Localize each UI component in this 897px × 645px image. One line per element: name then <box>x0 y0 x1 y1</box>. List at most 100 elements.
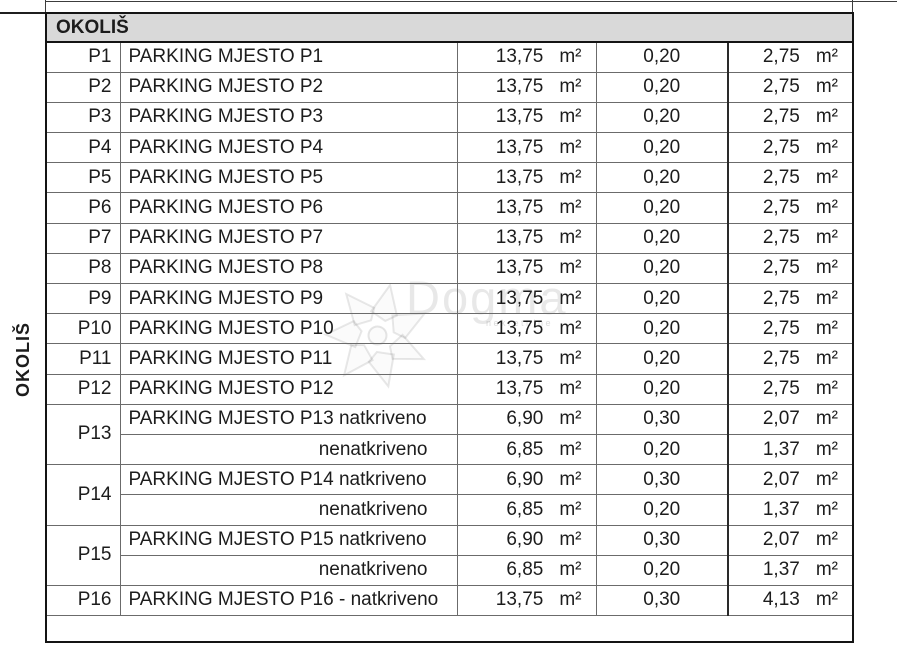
area-cell-content: 6,90 m² <box>459 469 595 491</box>
result-cell-content: 2,75 m² <box>730 76 851 98</box>
table-row: P5 PARKING MJESTO P5 13,75 m² 0,20 2,75 m² <box>45 162 854 194</box>
result-cell: 2,75 m² <box>727 41 854 73</box>
result-unit: m² <box>815 589 838 611</box>
area-cell: 6,90 m² <box>456 524 597 556</box>
table-row: P1 PARKING MJESTO P1 13,75 m² 0,20 2,75 m² <box>45 41 854 73</box>
result-value: 2,75 <box>762 227 800 249</box>
result-unit: m² <box>815 136 838 158</box>
label-cell: PARKING MJESTO P8 <box>119 252 458 285</box>
result-value: 2,07 <box>762 468 800 490</box>
result-cell-content: 1,37 m² <box>730 439 851 461</box>
code-cell: P10 <box>45 313 121 345</box>
result-unit: m² <box>815 257 838 279</box>
result-cell-content: 2,75 m² <box>730 137 851 159</box>
table-body: OKOLIŠ P1 PARKING MJESTO P1 13,75 m² 0,20 2,7… <box>45 12 854 642</box>
spec-table: OKOLIŠ P1 PARKING MJESTO P1 13,75 m² 0,20 2,7… <box>45 12 854 643</box>
result-unit: m² <box>815 197 838 219</box>
code-cell: P14 <box>45 464 121 526</box>
table-row: P10 PARKING MJESTO P10 13,75 m² 0,20 2,75 m² <box>45 313 854 345</box>
area-cell-content: 13,75 m² <box>459 318 595 340</box>
code-cell: P9 <box>45 282 121 315</box>
code-cell: P12 <box>45 373 121 405</box>
coefficient-cell: 0,20 <box>595 222 729 254</box>
label-cell: PARKING MJESTO P6 <box>119 192 458 224</box>
coefficient-cell: 0,30 <box>595 584 729 617</box>
coefficient-cell: 0,20 <box>595 101 729 134</box>
table-row: nenatkriveno 6,85 m² 0,20 1,37 m² <box>46 554 854 586</box>
label-cell: PARKING MJESTO P14 natkriveno <box>119 464 458 496</box>
result-unit: m² <box>815 408 838 430</box>
area-cell-content: 13,75 m² <box>459 197 595 219</box>
result-cell: 2,75 m² <box>727 132 854 164</box>
area-value: 6,85 <box>506 559 544 581</box>
area-unit: m² <box>559 317 582 339</box>
area-cell: 6,85 m² <box>456 433 597 466</box>
table-row: P6 PARKING MJESTO P6 13,75 m² 0,20 2,75 m² <box>45 192 854 224</box>
code-cell: P3 <box>45 101 121 134</box>
table-row: P16 PARKING MJESTO P16 - natkriveno 13,75 m… <box>45 584 854 617</box>
result-cell: 4,13 m² <box>727 584 854 617</box>
result-value: 2,75 <box>762 378 800 400</box>
area-value: 6,90 <box>506 468 544 490</box>
side-label-vertical: OKOLIŠ <box>12 321 33 397</box>
cutoff-right-gridline <box>852 0 853 13</box>
area-value: 6,85 <box>506 498 544 520</box>
result-value: 2,75 <box>762 166 800 188</box>
area-cell-content: 13,75 m² <box>459 348 595 370</box>
cutoff-row-divider <box>45 1 897 2</box>
label-cell: PARKING MJESTO P12 <box>119 373 458 405</box>
area-value: 6,85 <box>506 438 544 460</box>
table-row: P8 PARKING MJESTO P8 13,75 m² 0,20 2,75 m² <box>45 252 854 285</box>
area-cell: 13,75 m² <box>456 132 597 164</box>
result-unit: m² <box>815 347 838 369</box>
label-cell: PARKING MJESTO P4 <box>119 132 458 164</box>
result-unit: m² <box>815 76 838 98</box>
area-unit: m² <box>559 257 582 279</box>
area-cell: 6,90 m² <box>456 464 597 496</box>
area-cell: 13,75 m² <box>456 252 597 285</box>
area-value: 13,75 <box>495 378 544 400</box>
result-value: 2,75 <box>762 287 800 309</box>
coefficient-cell: 0,20 <box>595 162 729 194</box>
code-cell: P2 <box>45 71 121 103</box>
area-unit: m² <box>559 197 582 219</box>
code-cell: P15 <box>45 524 121 586</box>
label-cell: PARKING MJESTO P5 <box>119 162 458 194</box>
coefficient-cell: 0,20 <box>595 71 729 103</box>
result-value: 2,75 <box>762 197 800 219</box>
result-cell: 1,37 m² <box>727 554 854 586</box>
result-cell-content: 2,75 m² <box>730 318 851 340</box>
label-cell: PARKING MJESTO P7 <box>119 222 458 254</box>
area-cell-content: 13,75 m² <box>459 378 595 400</box>
area-unit: m² <box>559 76 582 98</box>
area-cell-content: 13,75 m² <box>459 257 595 279</box>
result-unit: m² <box>815 106 838 128</box>
area-value: 13,75 <box>495 46 544 68</box>
area-value: 13,75 <box>495 106 544 128</box>
result-unit: m² <box>815 287 838 309</box>
result-unit: m² <box>815 46 838 68</box>
area-value: 13,75 <box>495 257 544 279</box>
table-row: P7 PARKING MJESTO P7 13,75 m² 0,20 2,75 m² <box>45 222 854 254</box>
result-cell-content: 2,07 m² <box>730 469 851 491</box>
area-value: 6,90 <box>506 529 544 551</box>
coefficient-cell: 0,30 <box>595 524 729 556</box>
coefficient-cell: 0,20 <box>595 132 729 164</box>
label-cell: nenatkriveno <box>119 554 458 586</box>
coefficient-cell: 0,20 <box>595 41 729 73</box>
area-value: 13,75 <box>495 317 544 339</box>
area-unit: m² <box>559 529 582 551</box>
area-cell-content: 6,85 m² <box>459 559 595 581</box>
result-value: 2,07 <box>762 408 800 430</box>
result-cell: 2,07 m² <box>727 403 854 435</box>
result-cell: 2,75 m² <box>727 222 854 254</box>
code-cell: P1 <box>45 41 121 73</box>
area-cell-content: 6,85 m² <box>459 499 595 521</box>
label-cell: nenatkriveno <box>119 494 458 526</box>
result-cell: 2,75 m² <box>727 313 854 345</box>
code-cell: P16 <box>45 584 121 617</box>
area-cell-content: 13,75 m² <box>459 227 595 249</box>
area-unit: m² <box>559 498 582 520</box>
label-cell: PARKING MJESTO P9 <box>119 282 458 315</box>
result-cell: 2,75 m² <box>727 282 854 315</box>
